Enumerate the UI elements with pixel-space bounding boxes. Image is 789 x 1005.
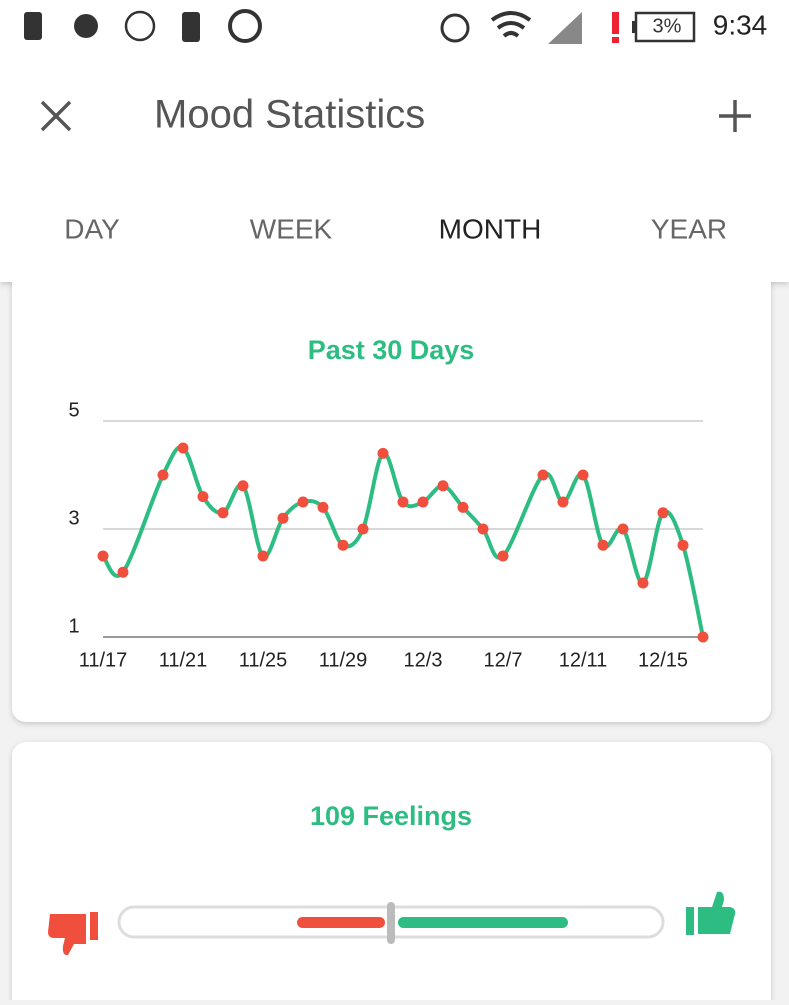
battery-label: 3% bbox=[653, 15, 682, 37]
data-point bbox=[177, 442, 189, 454]
data-point bbox=[597, 539, 609, 551]
data-point bbox=[337, 539, 349, 551]
feelings-card bbox=[12, 742, 771, 1005]
data-point bbox=[397, 496, 409, 508]
clock: 9:34 bbox=[713, 9, 768, 40]
data-point bbox=[497, 550, 509, 562]
data-point bbox=[677, 539, 689, 551]
tab[interactable]: DAY bbox=[64, 213, 120, 244]
tab-bar: DAY WEEK MONTH YEAR bbox=[64, 213, 727, 244]
feelings-title: 109 Feelings bbox=[310, 801, 472, 831]
add-button[interactable] bbox=[719, 100, 751, 132]
data-point bbox=[357, 523, 369, 535]
data-point bbox=[437, 480, 449, 492]
data-point bbox=[557, 496, 569, 508]
y-tick-label: 1 bbox=[68, 615, 79, 637]
data-point bbox=[217, 507, 229, 519]
data-point bbox=[537, 469, 549, 481]
data-point bbox=[637, 577, 649, 589]
app-title: Mood Statistics bbox=[154, 93, 425, 137]
data-point bbox=[477, 523, 489, 535]
data-point bbox=[377, 447, 389, 459]
status-icons bbox=[24, 9, 696, 44]
data-point bbox=[657, 507, 669, 519]
positive-bar bbox=[398, 917, 568, 928]
x-tick-label: 12/7 bbox=[484, 649, 523, 671]
data-point bbox=[457, 501, 469, 513]
data-point bbox=[577, 469, 589, 481]
data-point bbox=[117, 566, 129, 578]
x-tick-label: 11/17 bbox=[79, 649, 128, 671]
x-tick-label: 12/3 bbox=[404, 649, 443, 671]
negative-bar bbox=[297, 917, 385, 928]
data-point bbox=[257, 550, 269, 562]
close-button[interactable] bbox=[40, 100, 72, 132]
header bbox=[0, 0, 789, 282]
y-tick-label: 3 bbox=[68, 507, 79, 529]
y-tick-label: 5 bbox=[68, 399, 79, 421]
data-point bbox=[317, 501, 329, 513]
data-point bbox=[157, 469, 169, 481]
thumbs-down-icon[interactable] bbox=[48, 912, 98, 956]
data-point bbox=[417, 496, 429, 508]
thumbs-up-icon[interactable] bbox=[686, 891, 736, 935]
tab[interactable]: MONTH bbox=[439, 213, 542, 244]
data-point bbox=[197, 491, 209, 503]
tab[interactable]: WEEK bbox=[250, 213, 333, 244]
chart-title: Past 30 Days bbox=[308, 335, 475, 365]
x-tick-label: 11/25 bbox=[239, 649, 288, 671]
data-point bbox=[617, 523, 629, 535]
chart-card bbox=[12, 270, 771, 722]
header-cover bbox=[0, 260, 789, 282]
data-point bbox=[237, 480, 249, 492]
data-point bbox=[697, 631, 709, 643]
x-tick-label: 12/15 bbox=[638, 649, 688, 671]
data-point bbox=[297, 496, 309, 508]
x-tick-label: 11/21 bbox=[159, 649, 208, 671]
data-point bbox=[97, 550, 109, 562]
tab[interactable]: YEAR bbox=[651, 213, 727, 244]
data-point bbox=[277, 512, 289, 524]
x-tick-label: 12/11 bbox=[559, 649, 608, 671]
x-tick-label: 11/29 bbox=[319, 649, 368, 671]
chart: 1 3 5 11/17 11/21 11/25 11/29 12/3 12/7 12/11 12/1… bbox=[68, 399, 709, 671]
slider-thumb bbox=[387, 902, 395, 944]
